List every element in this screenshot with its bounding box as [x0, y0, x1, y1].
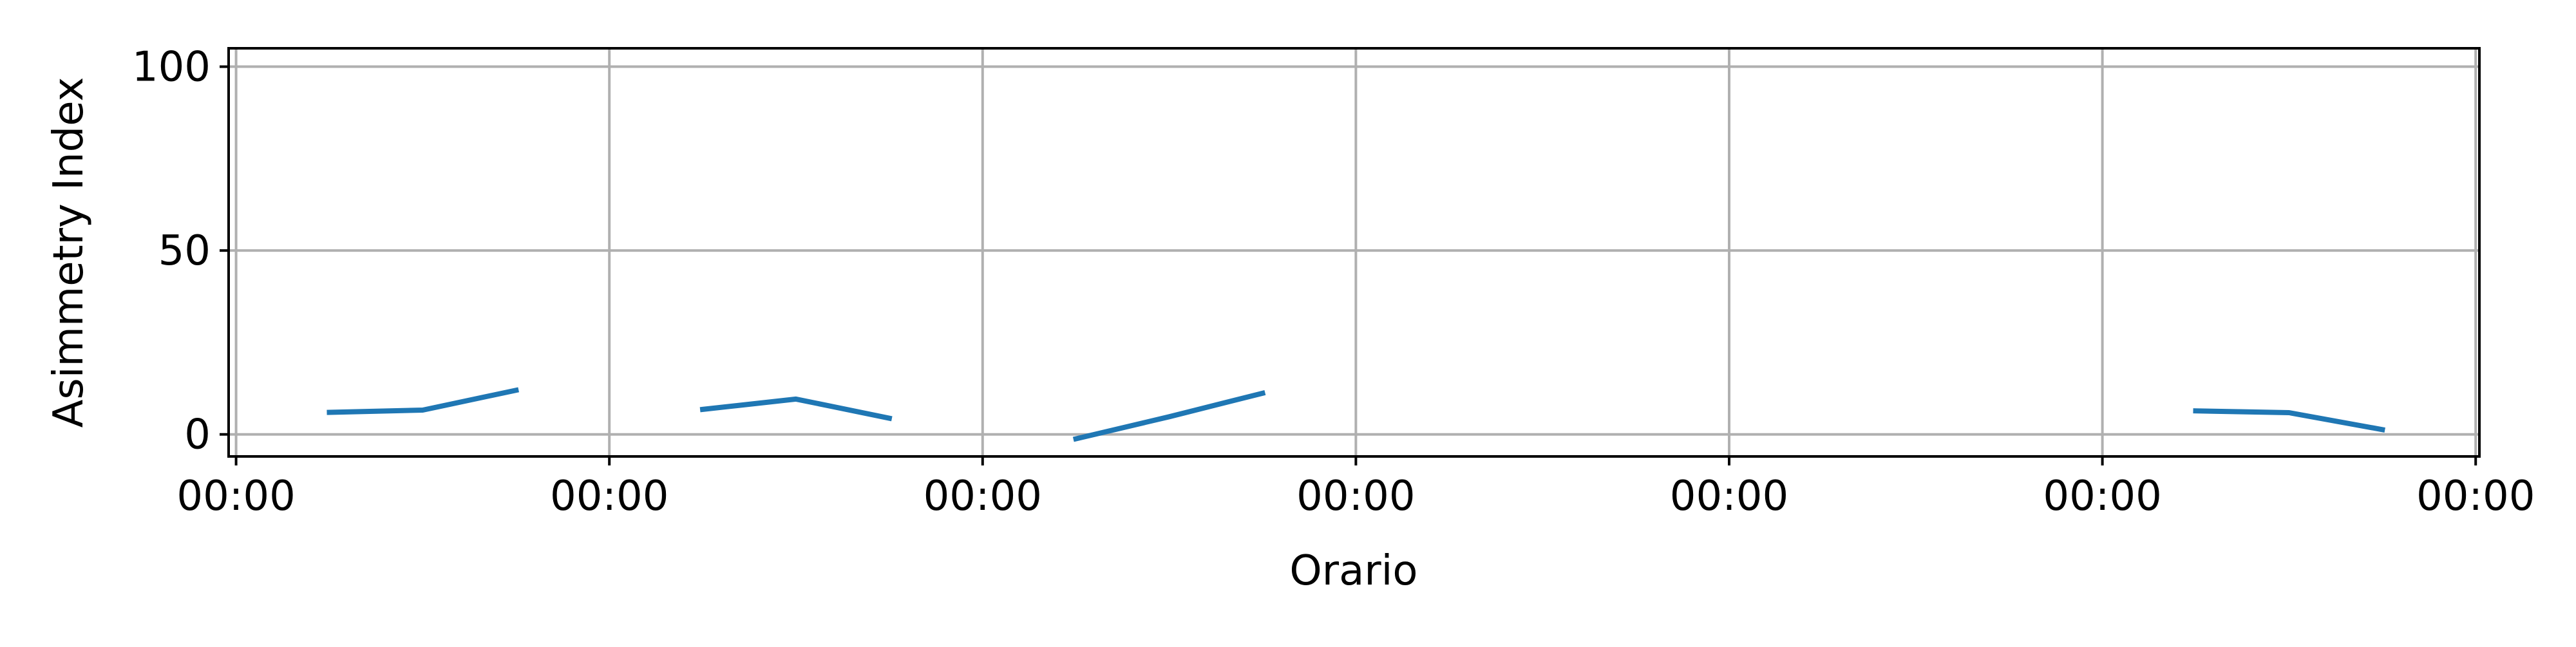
series — [327, 387, 2385, 442]
series-line-segment — [1072, 389, 1266, 442]
y-tick-label: 100 — [132, 44, 211, 91]
x-tick-label: 00:00 — [176, 473, 295, 520]
x-tick-label: 00:00 — [923, 473, 1042, 520]
series-line-segment — [327, 387, 520, 415]
x-tick-label: 00:00 — [2043, 473, 2161, 520]
y-tick-label: 0 — [184, 411, 211, 459]
plot-frame — [227, 47, 2481, 458]
series-line-segment — [2193, 408, 2385, 433]
y-tick-label: 50 — [158, 227, 211, 275]
ticks: 00:00 00:00 00:00 00:00 00:00 00:00 00:00 0 50 10… — [132, 44, 2535, 520]
x-tick-label: 00:00 — [550, 473, 668, 520]
x-tick-label: 00:00 — [1296, 473, 1415, 520]
series-line-segment — [699, 396, 893, 422]
x-tick-label: 00:00 — [2416, 473, 2535, 520]
y-axis-label: Asimmetry Index — [45, 77, 93, 428]
x-axis-label: Orario — [1289, 547, 1417, 595]
grid — [229, 48, 2479, 456]
x-tick-label: 00:00 — [1670, 473, 1788, 520]
